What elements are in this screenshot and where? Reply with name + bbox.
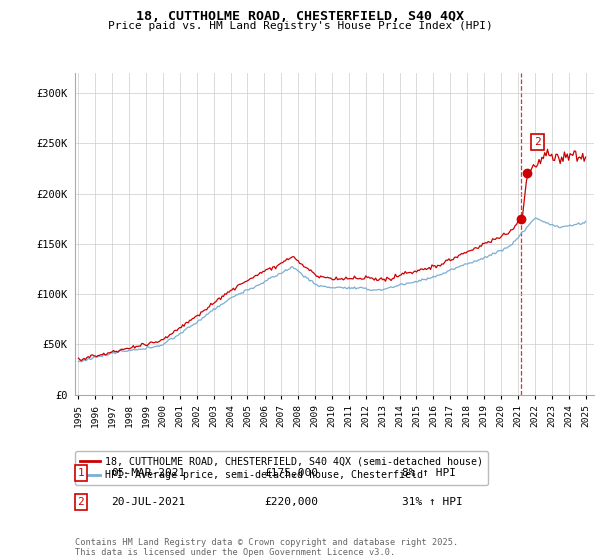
Text: 8% ↑ HPI: 8% ↑ HPI: [402, 468, 456, 478]
Text: Price paid vs. HM Land Registry's House Price Index (HPI): Price paid vs. HM Land Registry's House …: [107, 21, 493, 31]
Text: 2: 2: [534, 137, 541, 147]
Text: Contains HM Land Registry data © Crown copyright and database right 2025.
This d: Contains HM Land Registry data © Crown c…: [75, 538, 458, 557]
Text: 31% ↑ HPI: 31% ↑ HPI: [402, 497, 463, 507]
Text: 20-JUL-2021: 20-JUL-2021: [111, 497, 185, 507]
Text: 18, CUTTHOLME ROAD, CHESTERFIELD, S40 4QX: 18, CUTTHOLME ROAD, CHESTERFIELD, S40 4Q…: [136, 10, 464, 23]
Text: 1: 1: [77, 468, 85, 478]
Text: £175,000: £175,000: [264, 468, 318, 478]
Text: 05-MAR-2021: 05-MAR-2021: [111, 468, 185, 478]
Legend: 18, CUTTHOLME ROAD, CHESTERFIELD, S40 4QX (semi-detached house), HPI: Average pr: 18, CUTTHOLME ROAD, CHESTERFIELD, S40 4Q…: [75, 451, 488, 485]
Text: £220,000: £220,000: [264, 497, 318, 507]
Text: 2: 2: [77, 497, 85, 507]
